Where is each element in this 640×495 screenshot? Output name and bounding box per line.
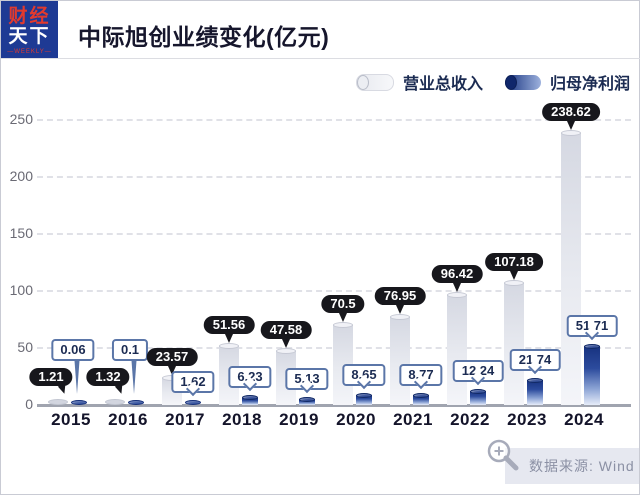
bubble-tail bbox=[225, 334, 233, 344]
profit-bar bbox=[185, 400, 201, 405]
y-tick-label: 150 bbox=[9, 225, 33, 241]
profit-bar bbox=[584, 346, 600, 405]
x-axis-line bbox=[37, 404, 631, 407]
bubble-tail bbox=[168, 366, 176, 376]
revenue-value-bubble: 76.95 bbox=[374, 287, 426, 306]
brand-logo: 财经 天下 —WEEKLY— bbox=[1, 1, 58, 58]
brand-logo-weekly: —WEEKLY— bbox=[7, 48, 52, 55]
x-tick-label: 2020 bbox=[336, 410, 376, 429]
revenue-bar-cap bbox=[276, 347, 296, 354]
bubble-tail bbox=[74, 354, 80, 394]
data-source: 数据来源: Wind bbox=[505, 448, 639, 484]
legend-revenue-swatch bbox=[355, 73, 394, 91]
profit-value-bubble: 0.06 bbox=[51, 339, 95, 361]
revenue-bar-cap bbox=[390, 314, 410, 321]
profit-bar bbox=[299, 399, 315, 405]
profit-bar-cap bbox=[584, 343, 600, 349]
revenue-bar bbox=[390, 317, 410, 405]
revenue-value-bubble: 107.18 bbox=[485, 252, 543, 271]
profit-bar bbox=[128, 400, 144, 405]
brand-logo-line2: 天下 bbox=[8, 25, 51, 47]
y-tick-label: 200 bbox=[9, 168, 33, 184]
x-tick-label: 2024 bbox=[564, 410, 604, 429]
profit-bar-cap bbox=[527, 377, 543, 383]
profit-bar-cap bbox=[413, 392, 429, 398]
profit-bar-cap bbox=[242, 395, 258, 401]
header-divider bbox=[1, 58, 640, 59]
revenue-bar bbox=[48, 399, 68, 405]
x-tick-label: 2016 bbox=[108, 410, 148, 429]
profit-bar bbox=[356, 395, 372, 405]
bubble-tail bbox=[567, 120, 575, 130]
revenue-value-bubble: 238.62 bbox=[542, 102, 600, 121]
revenue-bar bbox=[447, 295, 467, 405]
revenue-bar bbox=[504, 282, 524, 405]
x-tick-label: 2021 bbox=[393, 410, 433, 429]
profit-bar-cap bbox=[470, 388, 486, 394]
y-gridline bbox=[37, 176, 631, 178]
x-tick-label: 2015 bbox=[51, 410, 91, 429]
legend-profit-swatch bbox=[504, 74, 541, 90]
revenue-bar-cap bbox=[219, 343, 239, 350]
bubble-tail bbox=[282, 338, 290, 348]
revenue-value-bubble: 96.42 bbox=[431, 265, 483, 284]
legend-item-revenue: 营业总收入 bbox=[355, 70, 483, 94]
y-gridline bbox=[37, 119, 631, 121]
profit-value-bubble: 0.1 bbox=[111, 339, 149, 361]
profit-bar bbox=[71, 400, 87, 405]
y-tick-label: 250 bbox=[9, 111, 33, 127]
profit-bar-cap bbox=[299, 396, 315, 402]
revenue-value-bubble: 23.57 bbox=[146, 348, 198, 367]
revenue-value-bubble: 47.58 bbox=[260, 320, 312, 339]
revenue-bar-cap bbox=[504, 279, 524, 286]
revenue-bar-cap bbox=[447, 292, 467, 299]
x-tick-label: 2017 bbox=[165, 410, 205, 429]
y-tick-label: 100 bbox=[9, 282, 33, 298]
revenue-bar-cap bbox=[333, 321, 353, 328]
revenue-bar-cap bbox=[561, 129, 581, 136]
bubble-tail bbox=[453, 283, 461, 293]
legend-revenue-label: 营业总收入 bbox=[402, 76, 483, 93]
page-title: 中际旭创业绩变化(亿元) bbox=[78, 24, 330, 50]
profit-bar-cap bbox=[356, 392, 372, 398]
y-gridline bbox=[37, 233, 631, 235]
profit-bar bbox=[470, 391, 486, 405]
legend-item-profit: 归母净利润 bbox=[504, 70, 630, 94]
x-tick-label: 2022 bbox=[450, 410, 490, 429]
revenue-value-bubble: 70.5 bbox=[321, 294, 365, 313]
bubble-tail bbox=[510, 270, 518, 280]
bubble-tail bbox=[396, 305, 404, 315]
bubble-tail bbox=[131, 354, 137, 394]
y-gridline bbox=[37, 290, 631, 292]
revenue-value-bubble: 1.32 bbox=[86, 368, 130, 386]
revenue-bar bbox=[105, 399, 125, 405]
brand-logo-line1: 财经 bbox=[8, 6, 51, 27]
legend-profit-label: 归母净利润 bbox=[549, 76, 630, 93]
revenue-bar bbox=[561, 132, 581, 405]
revenue-value-bubble: 1.21 bbox=[29, 368, 73, 386]
legend: 营业总收入 归母净利润 bbox=[355, 70, 630, 94]
x-tick-label: 2023 bbox=[507, 410, 547, 429]
profit-bar bbox=[527, 380, 543, 405]
data-source-label: 数据来源: Wind bbox=[529, 458, 635, 474]
magnifier-icon bbox=[487, 439, 519, 471]
y-tick-label: 50 bbox=[17, 339, 33, 355]
profit-bar bbox=[413, 395, 429, 405]
revenue-value-bubble: 51.56 bbox=[203, 316, 255, 335]
profit-bar bbox=[242, 397, 258, 405]
x-tick-label: 2019 bbox=[279, 410, 319, 429]
x-tick-label: 2018 bbox=[222, 410, 262, 429]
y-tick-label: 0 bbox=[25, 396, 33, 412]
bubble-tail bbox=[339, 312, 347, 322]
